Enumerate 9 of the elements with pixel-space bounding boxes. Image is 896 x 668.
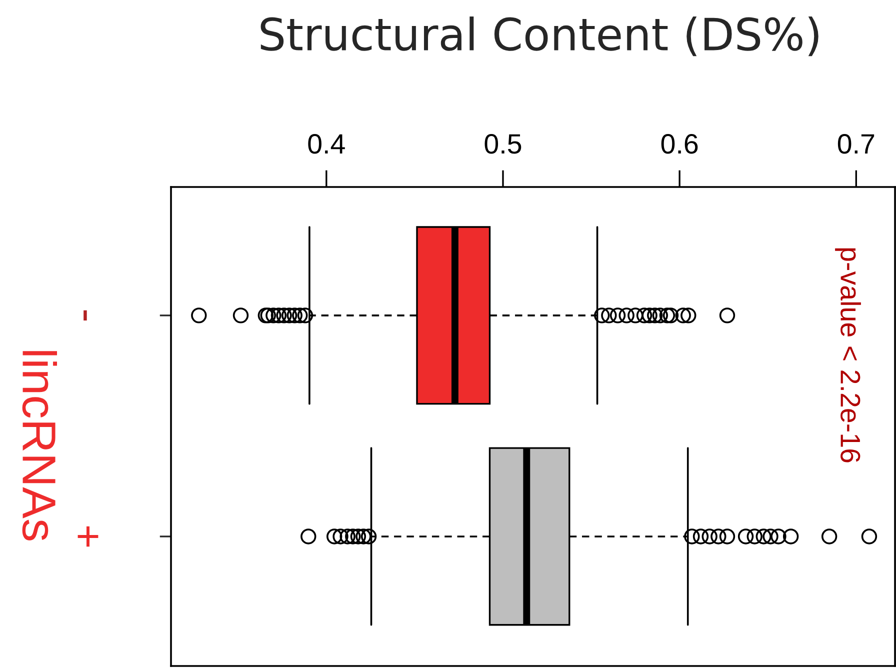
annotation: p-value < 2.2e-16 bbox=[835, 248, 861, 462]
chart-title: Structural Content (DS%) bbox=[260, 16, 818, 56]
x-tick-label: 0.6 bbox=[661, 134, 698, 154]
x-tick-label: 0.7 bbox=[838, 134, 874, 154]
x-tick-label: 0.5 bbox=[484, 134, 522, 154]
y-tick-label: + bbox=[78, 526, 98, 547]
y-axis-title: lincRNAs bbox=[22, 351, 58, 540]
x-tick-label: 0.4 bbox=[308, 134, 345, 154]
y-tick-label: - bbox=[84, 310, 87, 321]
